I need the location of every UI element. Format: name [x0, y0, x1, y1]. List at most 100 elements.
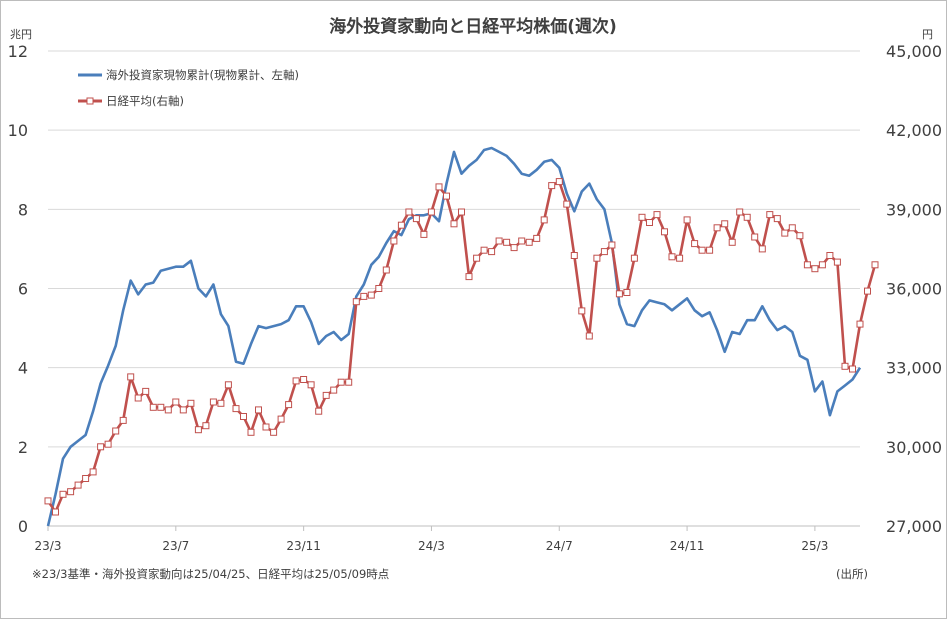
- nikkei-point: [262, 423, 270, 431]
- nikkei-point: [149, 403, 157, 411]
- nikkei-point: [841, 362, 849, 370]
- nikkei-point: [134, 394, 142, 402]
- left-tick-label: 0: [18, 517, 28, 536]
- nikkei-point: [706, 246, 714, 254]
- nikkei-point: [285, 401, 293, 409]
- nikkei-point: [240, 413, 247, 420]
- footnote: ※23/3基準・海外投資家動向は25/04/25、日経平均は25/05/09時点: [32, 567, 389, 581]
- nikkei-point: [856, 320, 864, 328]
- nikkei-point: [232, 405, 240, 413]
- left-axis-unit: 兆円: [10, 28, 32, 41]
- x-tick-label: 24/7: [546, 539, 573, 553]
- nikkei-point: [465, 273, 473, 281]
- nikkei-point: [751, 233, 759, 241]
- nikkei-point: [646, 219, 653, 226]
- nikkei-point: [360, 292, 368, 300]
- right-tick-label: 39,000: [886, 200, 942, 219]
- x-axis: 23/3 23/7 23/11 24/3 24/7 24/11 25/3: [35, 525, 860, 553]
- right-tick-label: 27,000: [886, 517, 942, 536]
- nikkei-point: [615, 290, 623, 298]
- nikkei-point: [217, 399, 225, 407]
- nikkei-point: [412, 215, 420, 223]
- nikkei-point: [179, 406, 187, 414]
- nikkei-point: [322, 391, 330, 399]
- nikkei-point: [119, 416, 127, 424]
- nikkei-point: [67, 488, 75, 496]
- nikkei-point: [255, 406, 262, 414]
- nikkei-point: [473, 254, 481, 262]
- left-tick-label: 8: [18, 200, 28, 219]
- x-tick-label: 24/3: [418, 539, 445, 553]
- nikkei-point: [570, 252, 578, 259]
- nikkei-point: [796, 232, 804, 240]
- nikkei-point: [871, 261, 879, 269]
- source-label: (出所): [836, 567, 868, 581]
- x-tick-label: 24/11: [670, 539, 705, 553]
- nikkei-point: [826, 252, 834, 259]
- nikkei-point: [112, 427, 120, 435]
- nikkei-point: [781, 229, 789, 237]
- nikkei-point: [698, 246, 706, 254]
- nikkei-point: [736, 208, 744, 216]
- legend-label-foreign-investors: 海外投資家現物累計(現物累計、左軸): [106, 68, 299, 82]
- nikkei-point: [683, 216, 691, 224]
- nikkei-point: [608, 241, 616, 249]
- nikkei-point: [811, 265, 819, 273]
- nikkei-point: [833, 258, 841, 266]
- nikkei-point: [638, 213, 646, 221]
- series-line-nikkei: [46, 180, 877, 514]
- nikkei-point: [818, 261, 826, 269]
- nikkei-point: [668, 253, 676, 261]
- nikkei-point: [104, 440, 112, 448]
- nikkei-point: [405, 208, 413, 216]
- nikkei-point: [382, 266, 390, 274]
- nikkei-point: [367, 291, 375, 299]
- nikkei-point: [600, 248, 608, 256]
- nikkei-point: [224, 381, 232, 389]
- nikkei-point: [52, 508, 59, 516]
- left-tick-label: 2: [18, 438, 28, 457]
- nikkei-point: [849, 365, 856, 373]
- nikkei-point: [194, 426, 202, 434]
- nikkei-point: [758, 245, 766, 253]
- x-tick-label: 23/3: [35, 539, 62, 553]
- legend: 海外投資家現物累計(現物累計、左軸) 日経平均(右軸): [78, 68, 299, 108]
- nikkei-point: [157, 403, 165, 411]
- nikkei-point: [59, 490, 67, 498]
- nikkei-point: [390, 237, 398, 245]
- right-tick-label: 36,000: [886, 280, 942, 299]
- nikkei-point: [518, 237, 526, 245]
- nikkei-point: [277, 415, 285, 423]
- nikkei-point: [292, 377, 300, 385]
- right-tick-label: 33,000: [886, 359, 942, 378]
- nikkei-point: [427, 208, 435, 216]
- series-line-foreign-investors: [46, 146, 862, 527]
- nikkei-point: [630, 254, 638, 262]
- nikkei-point: [187, 399, 195, 407]
- nikkei-point: [721, 220, 729, 228]
- nikkei-point: [766, 211, 774, 219]
- nikkei-point: [74, 481, 82, 489]
- nikkei-point: [540, 216, 548, 224]
- right-axis-ticks: 27,000 30,000 33,000 36,000 39,000 42,000 45,0…: [886, 42, 942, 536]
- x-tick-label: 23/7: [162, 539, 189, 553]
- nikkei-point: [330, 386, 338, 394]
- nikkei-point: [728, 238, 736, 246]
- nikkei-point: [97, 443, 105, 451]
- legend-label-nikkei: 日経平均(右軸): [106, 94, 184, 108]
- nikkei-point: [300, 376, 308, 383]
- nikkei-point: [563, 200, 571, 208]
- x-tick-label: 23/11: [286, 539, 321, 553]
- nikkei-point: [676, 254, 684, 262]
- nikkei-point: [307, 381, 315, 389]
- left-axis-ticks: 0 2 4 6 8 10 12: [8, 42, 28, 536]
- nikkei-point: [352, 298, 360, 306]
- nikkei-point: [788, 224, 796, 232]
- nikkei-point: [503, 238, 511, 246]
- nikkei-point: [202, 422, 210, 430]
- chart-title: 海外投資家動向と日経平均株価(週次): [329, 16, 617, 37]
- right-axis-unit: 円: [922, 28, 933, 41]
- series-group: [44, 146, 879, 527]
- nikkei-point: [578, 307, 586, 315]
